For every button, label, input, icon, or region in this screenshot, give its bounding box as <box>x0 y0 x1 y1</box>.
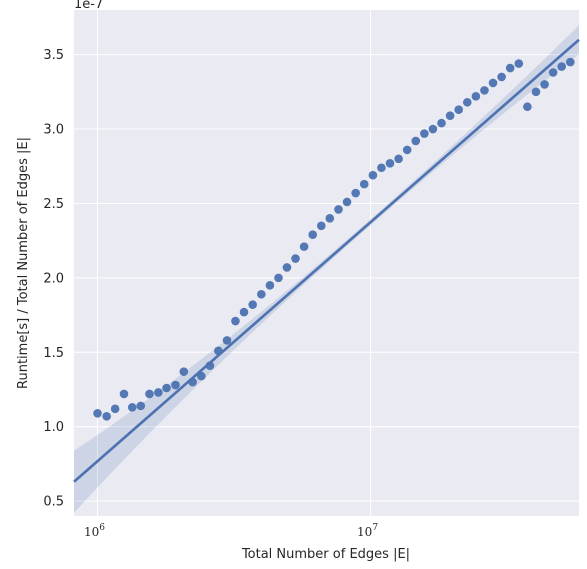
data-point <box>488 78 498 88</box>
data-point <box>420 129 429 138</box>
y-tick-label: 2.0 <box>43 271 64 286</box>
data-point <box>154 388 163 397</box>
data-point <box>162 383 171 393</box>
x-tick-label: 107 <box>357 523 378 539</box>
fit-line <box>73 38 580 483</box>
data-point <box>308 230 318 240</box>
data-point <box>291 254 300 263</box>
data-point <box>179 367 189 376</box>
grid <box>74 10 579 516</box>
data-point <box>385 158 395 168</box>
data-point <box>257 289 266 299</box>
data-point <box>248 300 257 309</box>
data-point <box>325 214 335 223</box>
data-point <box>454 105 464 115</box>
data-point <box>497 72 506 82</box>
data-point <box>231 316 240 326</box>
data-point <box>316 221 326 231</box>
data-point <box>197 371 206 381</box>
x-tick-labels: 106 107 <box>84 523 378 539</box>
data-point <box>110 404 120 414</box>
x-axis-label: Total Number of Edges |E| <box>241 547 410 562</box>
plot-background <box>74 10 579 516</box>
data-point <box>471 92 481 101</box>
data-point <box>523 102 532 112</box>
data-point <box>531 87 541 97</box>
data-point <box>480 86 489 95</box>
data-point <box>93 409 102 418</box>
data-point <box>548 68 558 77</box>
data-point <box>282 263 292 272</box>
data-point <box>566 57 575 67</box>
data-point <box>188 377 197 387</box>
y-tick-label: 0.5 <box>43 495 64 510</box>
x-tick-label: 106 <box>84 523 105 539</box>
data-point <box>557 62 567 71</box>
data-point <box>394 154 403 164</box>
data-point <box>214 346 223 356</box>
data-point <box>428 124 438 134</box>
data-point <box>334 205 343 214</box>
y-tick-label: 3.5 <box>43 48 64 63</box>
confidence-band-area <box>74 25 579 513</box>
y-tick-labels: 0.5 1.0 1.5 2.0 2.5 3.0 3.5 <box>43 48 64 509</box>
data-point <box>402 145 412 155</box>
data-point <box>411 136 421 146</box>
data-point <box>127 403 137 412</box>
data-point <box>265 281 275 290</box>
data-point <box>514 59 524 68</box>
regression-line <box>73 38 580 483</box>
data-point <box>119 389 129 399</box>
data-point <box>239 307 249 317</box>
data-point <box>136 401 146 411</box>
data-point <box>222 336 232 345</box>
data-point <box>505 63 515 73</box>
data-point <box>171 380 180 390</box>
y-tick-label: 1.5 <box>43 346 64 361</box>
data-point <box>351 188 360 198</box>
data-point <box>377 163 386 173</box>
confidence-band <box>74 25 579 513</box>
data-point <box>342 197 352 207</box>
data-point <box>274 273 283 283</box>
data-point <box>145 389 154 399</box>
data-point <box>540 80 549 89</box>
data-point <box>368 170 378 180</box>
y-axis-label: Runtime[s] / Total Number of Edges |E| <box>16 137 31 389</box>
y-offset-label: 1e-7 <box>74 0 103 12</box>
data-point <box>102 411 111 421</box>
data-point <box>445 111 455 120</box>
y-tick-label: 3.0 <box>43 123 64 138</box>
data-point <box>437 118 446 128</box>
data-point <box>359 179 369 189</box>
y-tick-label: 1.0 <box>43 420 64 435</box>
y-tick-label: 2.5 <box>43 197 64 212</box>
data-point <box>205 361 215 370</box>
scatter-points <box>93 57 575 421</box>
data-point <box>462 97 472 107</box>
data-point <box>299 242 309 251</box>
